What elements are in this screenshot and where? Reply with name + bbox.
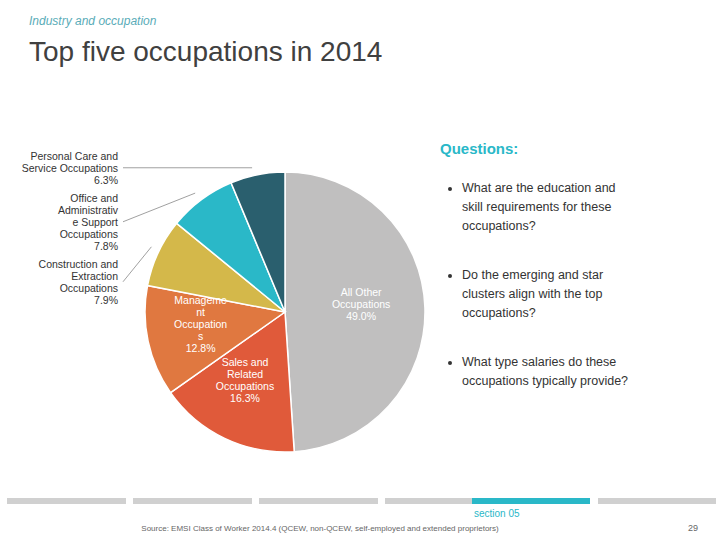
html-text:Industry and occupation: Industry and occupation (29, 14, 157, 28)
html-text:section 05: section 05 (474, 508, 520, 519)
html-text:Do the emerging and star clust: Do the emerging and star clusters align … (462, 268, 604, 320)
svg-text:Personal Care andService Occup: Personal Care andService Occupations6.3% (22, 150, 118, 186)
svg-text:ManagementOccupations12.8%: ManagementOccupations12.8% (174, 294, 227, 354)
svg-text:Construction andExtractionOccu: Construction andExtractionOccupations7.9… (39, 258, 119, 306)
html-text:What type salaries do these oc: What type salaries do these occupations … (462, 355, 629, 388)
svg-text:Sales andRelatedOccupations16.: Sales andRelatedOccupations16.3% (216, 356, 274, 404)
svg-text:All OtherOccupations49.0%: All OtherOccupations49.0% (332, 286, 390, 322)
html-text:Source: EMSI Class of Worker 2: Source: EMSI Class of Worker 2014.4 (QCE… (141, 524, 499, 533)
html-text:What are the education and ski: What are the education and skill require… (462, 181, 616, 233)
html-text:Questions:: Questions: (440, 140, 519, 157)
html-text:Top five occupations in 2014: Top five occupations in 2014 (29, 36, 383, 67)
html-text:29: 29 (688, 523, 698, 533)
svg-text:Office andAdministrative Suppo: Office andAdministrative SupportOccupati… (58, 192, 119, 252)
